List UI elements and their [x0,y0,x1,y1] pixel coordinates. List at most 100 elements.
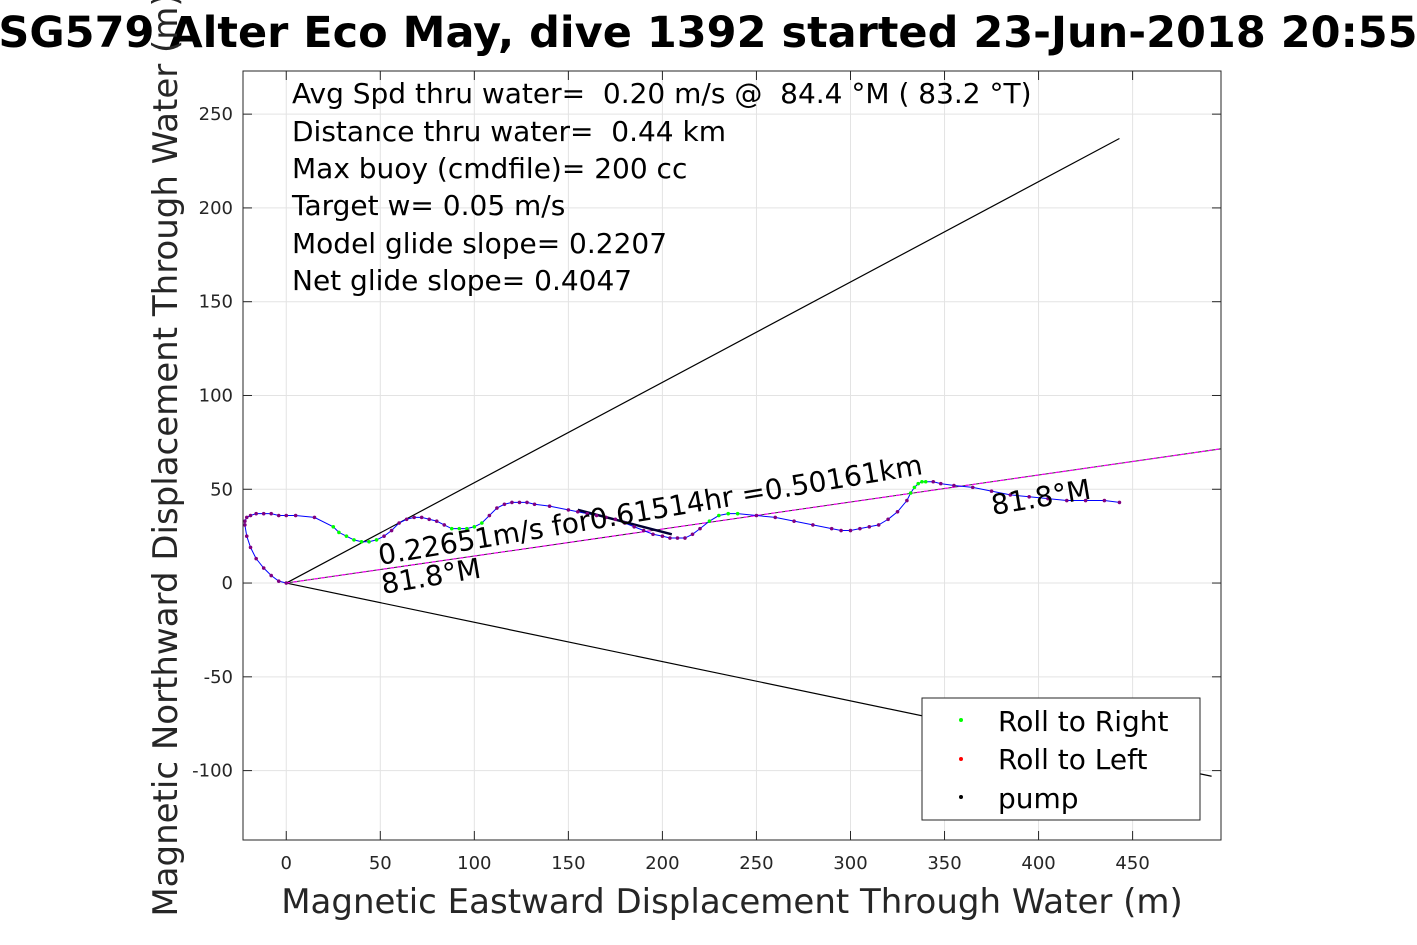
x-tick-label: 150 [551,853,585,874]
axis-ticks: 0 50 100 150 200 250 300 350 400 450 -100 -50 0 50 100… [192,71,1221,874]
track-point [254,556,258,561]
y-tick-label: -100 [192,761,233,782]
track-point [244,534,249,538]
x-tick-label: 300 [833,853,867,874]
track-point [970,485,975,490]
heading-line [286,448,1221,584]
track-point [382,534,386,538]
y-tick-label: 200 [199,198,233,219]
track-point [248,545,253,550]
x-axis-label: Magnetic Eastward Displacement Through W… [281,882,1183,922]
track-point [726,511,731,516]
plot-frame [242,70,1222,841]
track-point [1008,493,1013,497]
y-tick-label: 150 [199,292,233,313]
track-point [487,513,492,518]
y-tick-label: 0 [222,573,233,594]
annotation-net-glide: Net glide slope= 0.4047 [292,264,632,297]
track-point [920,479,924,484]
track-point [912,485,917,490]
track-point [367,539,371,544]
track-point [312,515,317,520]
legend-label-roll-left: Roll to Left [998,743,1147,776]
x-tick-label: 200 [645,853,679,874]
track-point [675,536,680,540]
legend-marker-roll-left [959,757,963,761]
track-point [284,581,289,585]
track-point [261,511,266,516]
track-point [1083,498,1088,503]
track-point [532,502,537,507]
annotation-avg-speed: Avg Spd thru water= 0.20 m/s @ 84.4 °M (… [292,77,1032,110]
y-tick-label: -50 [204,667,233,688]
x-tick-label: 0 [281,853,292,874]
track-point [1046,496,1050,501]
track-point [457,526,462,531]
track-point [916,481,920,486]
track-point [895,509,900,514]
track-point [604,515,608,520]
y-axis-label: Magnetic Northward Displacement Through … [146,0,186,917]
track-point [248,513,253,518]
track-point [276,513,281,518]
track-point [811,523,815,527]
track-point [773,515,778,520]
track-point [908,491,913,495]
y-tick-label: 250 [199,104,233,125]
data-layer [243,137,1221,777]
track-point [434,519,439,523]
track-point [284,513,289,518]
track-point [1027,494,1031,499]
legend-marker-roll-right [959,718,963,722]
track-point [641,528,646,533]
track-point [269,511,274,516]
track-point [651,532,655,537]
track-point [397,521,401,525]
x-tick-label: 250 [739,853,773,874]
track-point [374,538,379,542]
track-point [495,506,499,510]
legend-label-roll-right: Roll to Right [998,705,1169,738]
legend: Roll to Right Roll to Left pump [921,697,1201,821]
chart-title: SG579 Alter Eco May, dive 1392 started 2… [0,8,1417,58]
y-tick-label: 100 [199,385,233,406]
track-point [923,479,928,484]
track-point [269,573,274,578]
track-point [243,519,247,523]
cone-line-upper [285,137,1120,584]
track-point [276,579,281,583]
track-point [449,526,454,531]
legend-label-pump: pump [998,782,1079,815]
legend-box [921,697,1201,821]
track-point [905,498,909,503]
track-point [690,532,695,537]
track-point [886,517,890,522]
x-tick-label: 450 [1115,853,1149,874]
track-point [1102,498,1107,503]
annotation-max-buoy: Max buoy (cmdfile)= 200 cc [292,152,687,185]
track-point [412,515,416,520]
track-point [1064,498,1069,503]
track-point [735,511,740,516]
x-tick-label: 50 [369,853,392,874]
track-point [510,500,514,505]
track-point [848,528,853,533]
track-point [344,534,349,538]
track-point [792,519,796,523]
annotation-model-glide: Model glide slope= 0.2207 [292,227,667,260]
track-point [442,523,447,527]
track-point [244,515,249,520]
track-point [359,539,364,544]
track-point [683,536,687,540]
track-point [566,508,571,512]
track-point [404,517,409,522]
annotation-target-w: Target w= 0.05 m/s [291,189,565,222]
track-point [502,502,507,507]
track-point [472,524,477,529]
track-point [613,517,618,522]
track-point [594,513,599,518]
x-tick-label: 400 [1021,853,1055,874]
track-point [660,534,665,538]
track-point [632,524,636,529]
